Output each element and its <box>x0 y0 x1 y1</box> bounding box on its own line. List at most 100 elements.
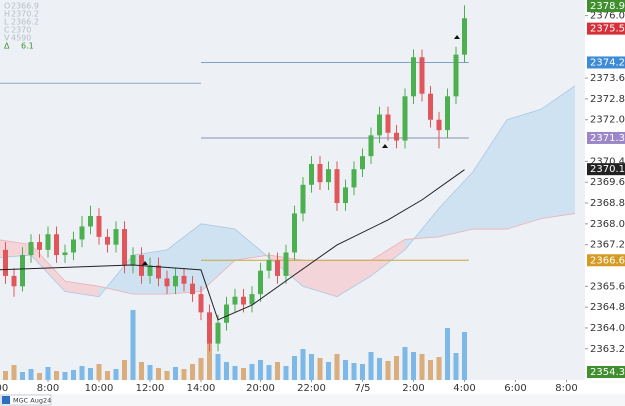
candle-body <box>147 265 153 276</box>
volume-bar <box>334 354 340 380</box>
candle-body <box>105 236 110 245</box>
candle-body <box>360 156 365 170</box>
candle-body <box>71 239 76 253</box>
candle-body <box>232 296 238 305</box>
volume-bar <box>3 371 8 380</box>
volume-bar <box>147 365 153 380</box>
x-tick-label: 12:00 <box>136 383 165 394</box>
legend-key: C <box>4 26 10 35</box>
y-tick-label: 2369.6 <box>590 177 625 188</box>
symbol-tab[interactable]: MGC Aug24 <box>0 394 52 406</box>
footer <box>0 394 625 406</box>
volume-bar <box>300 349 306 380</box>
moving-average <box>0 169 465 321</box>
volume-bar <box>275 362 280 380</box>
volume-bar <box>224 362 229 380</box>
candle-body <box>453 54 459 97</box>
volume-bar <box>173 367 178 380</box>
volume-bar <box>45 367 51 380</box>
candle-body <box>394 132 399 141</box>
volume-bar <box>156 368 161 380</box>
price-label: 2354.3 <box>587 366 625 378</box>
symbol-tab-box[interactable] <box>0 394 52 406</box>
candle-body <box>3 249 8 276</box>
candle-body <box>173 275 178 287</box>
candle-body <box>54 234 59 256</box>
candle-body <box>402 96 408 141</box>
symbol-name: MGC Aug24 <box>13 397 51 405</box>
price-label: 2371.3 <box>587 131 625 144</box>
x-tick-label: 2:00 <box>402 383 424 394</box>
legend-key: Δ <box>4 42 10 51</box>
volume-bar <box>249 364 255 380</box>
volume-bar <box>198 358 204 380</box>
cloud-segment <box>371 239 405 276</box>
price-label: 2375.5 <box>587 22 625 35</box>
volume-bar <box>351 363 357 380</box>
x-tick-label: 4:00 <box>453 383 475 394</box>
candle-body <box>275 260 280 276</box>
candle-body <box>156 265 161 279</box>
volume-bar <box>28 369 34 380</box>
price-label-text: 2366.6 <box>590 255 625 266</box>
price-label-text: 2374.2 <box>590 57 625 68</box>
candle-body <box>326 169 331 183</box>
volume-bar <box>11 365 17 380</box>
volume-bar <box>207 338 212 380</box>
volume-bar <box>190 364 195 380</box>
marker <box>454 35 460 39</box>
candle-body <box>62 252 68 256</box>
cloud-segment <box>303 260 337 297</box>
y-tick-label: 2372.0 <box>590 115 625 126</box>
price-label-box <box>587 0 625 12</box>
candle-body <box>241 296 246 305</box>
volume-bar <box>96 364 102 380</box>
candle-body <box>266 260 272 271</box>
y-tick-label: 2370.4 <box>590 156 625 167</box>
price-label-box <box>587 366 625 378</box>
volume-bar <box>326 362 331 380</box>
candle-body <box>283 252 289 276</box>
candle-body <box>79 226 85 240</box>
volume-bar <box>411 352 416 380</box>
price-label: 2366.6 <box>587 254 625 267</box>
candle-body <box>428 93 433 120</box>
legend-value: 6.1 <box>21 42 34 51</box>
price-label-box <box>587 22 625 35</box>
volume-bar <box>54 371 59 380</box>
volume-bar <box>385 361 391 380</box>
legend-value: 2366.2 <box>11 18 39 27</box>
price-label-text: 2354.3 <box>590 367 625 378</box>
volume-bar <box>164 371 170 380</box>
y-tick-label: 2364.8 <box>590 302 625 313</box>
candle-body <box>385 114 391 133</box>
candle-body <box>377 114 382 136</box>
price-label-box <box>587 163 625 176</box>
legend-value: 4590 <box>11 34 31 43</box>
x-tick-label: 22:00 <box>297 383 326 394</box>
volume-bar <box>462 332 467 380</box>
legend-key: V <box>4 34 10 43</box>
x-tick-label: 20:00 <box>246 383 275 394</box>
candle-body <box>445 96 450 131</box>
volume-bar <box>402 347 408 380</box>
candle-body <box>317 163 323 183</box>
price-label-text: 2370.1 <box>590 164 625 175</box>
x-tick-label: 8:00 <box>37 383 59 394</box>
candle-body <box>198 294 204 313</box>
cloud-segment <box>235 229 269 261</box>
price-label: 2378.9 <box>587 0 625 12</box>
cloud-segment <box>473 119 507 230</box>
cloud-segment <box>201 223 235 292</box>
candle-body <box>351 169 357 188</box>
plot-area <box>0 5 576 380</box>
cloud-segment <box>541 85 575 219</box>
volume-bar <box>139 362 144 380</box>
candle-body <box>436 119 442 131</box>
axes: 2376.0 2373.6 2372.8 2372.0 2370.4 2369.6 2368… <box>0 0 625 394</box>
candle-body <box>122 229 127 266</box>
candle-body <box>207 312 212 344</box>
price-label: 2370.1 <box>587 163 625 176</box>
